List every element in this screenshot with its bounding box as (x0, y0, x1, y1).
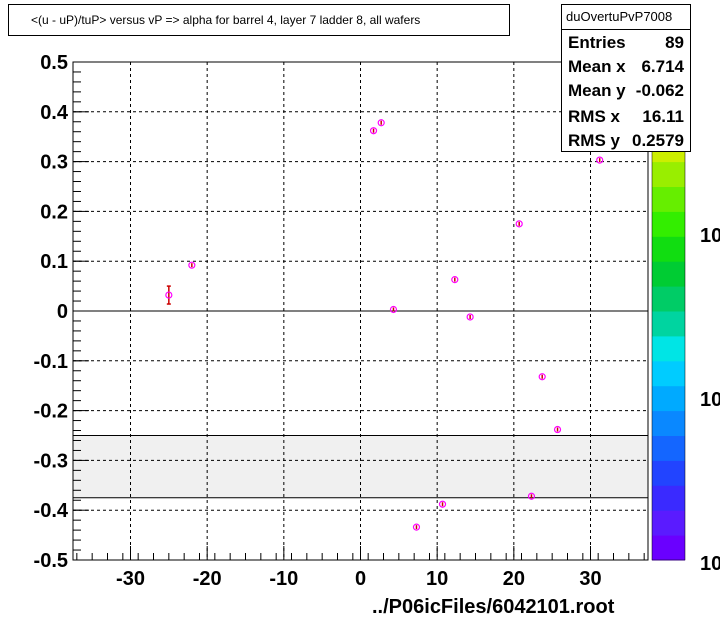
x-tick-label: 0 (355, 568, 366, 590)
y-tick-label: 0.4 (40, 102, 69, 124)
palette-segment (652, 286, 685, 312)
palette-label: 10 (700, 553, 720, 575)
data-point (466, 313, 474, 321)
data-point (527, 492, 536, 500)
y-tick-label: 0.3 (40, 152, 68, 174)
stats-label: RMS x (568, 107, 620, 126)
grid (73, 61, 648, 561)
y-tick-label: -0.1 (34, 351, 68, 373)
stats-label: Mean x (568, 57, 626, 76)
point-marker (188, 261, 196, 269)
palette-segment (652, 435, 685, 461)
stats-histogram-name: duOvertuPvP7008 (566, 9, 673, 24)
data-point (188, 261, 196, 269)
palette-segment (652, 360, 685, 387)
stats-label: Entries (568, 33, 626, 52)
stats-value: 16.11 (642, 107, 684, 126)
stats-row-rms-y: RMS y 0.2579 (568, 131, 684, 155)
stats-separator (562, 29, 690, 30)
data-point (412, 523, 421, 531)
point-marker (389, 305, 398, 314)
plot-title-box: <(u - uP)/tuP> versus vP => alpha for ba… (8, 4, 510, 36)
palette-segment (652, 460, 685, 486)
data-point (389, 305, 398, 314)
palette-segment (652, 535, 685, 561)
plot-title: <(u - uP)/tuP> versus vP => alpha for ba… (31, 13, 421, 27)
point-marker (538, 373, 546, 381)
palette-label: 10 (700, 225, 720, 247)
stats-row-rms-x: RMS x 16.11 (568, 107, 684, 131)
palette-segment (652, 161, 685, 187)
stats-row-entries: Entries 89 (568, 33, 684, 57)
data-point (538, 373, 546, 381)
stats-value: -0.062 (635, 81, 684, 100)
point-marker (451, 276, 459, 284)
stats-row-mean-x: Mean x 6.714 (568, 57, 684, 81)
data-point (596, 156, 604, 164)
data-points (165, 119, 604, 531)
data-point (451, 276, 459, 284)
y-tick-label: -0.4 (34, 500, 69, 522)
palette-segment (652, 311, 685, 337)
y-tick-label: -0.3 (34, 450, 68, 472)
y-tick-label: 0.2 (40, 201, 68, 223)
point-marker (466, 313, 474, 321)
palette-label: 10 (700, 389, 720, 411)
x-tick-label: -30 (116, 568, 145, 590)
x-tick-label: -10 (269, 568, 298, 590)
stats-box: duOvertuPvP7008 Entries 89 Mean x 6.714 … (561, 4, 691, 152)
stats-value: 89 (665, 33, 684, 52)
data-point (369, 127, 378, 135)
y-tick-label: 0.1 (40, 251, 68, 273)
palette-segment (652, 410, 685, 436)
point-marker (596, 156, 604, 164)
y-tick-label: 0.5 (40, 52, 68, 74)
data-point (165, 285, 173, 305)
source-file-label: ../P06icFiles/6042101.root (372, 596, 615, 618)
x-tick-label: 20 (503, 568, 525, 590)
data-point (438, 500, 447, 508)
point-marker (527, 492, 536, 500)
x-tick-label: 30 (579, 568, 601, 590)
data-point (515, 220, 523, 228)
palette-segment (652, 261, 685, 287)
data-point (377, 119, 385, 127)
point-marker (369, 127, 378, 135)
y-tick-label: 0 (57, 301, 68, 323)
palette-segment (652, 335, 685, 362)
x-tick-label: 10 (426, 568, 448, 590)
x-tick-label: -20 (193, 568, 222, 590)
palette-segment (652, 236, 685, 262)
point-marker (412, 523, 421, 531)
palette-segment (652, 510, 685, 536)
point-marker (515, 220, 523, 228)
point-marker (438, 500, 447, 508)
point-marker (553, 425, 562, 434)
tick-labels: -30 -20 -10 0 10 20 30 -0.5 -0.4 -0.3 -0.2 -0.1 0 0.1… (34, 52, 602, 590)
stats-value: 6.714 (641, 57, 684, 76)
axes (72, 61, 649, 561)
palette-segment (652, 485, 685, 511)
point-marker (377, 119, 385, 127)
stats-label: RMS y (568, 131, 620, 150)
palette-segment (652, 385, 685, 412)
stats-value: 0.2579 (632, 131, 684, 150)
palette-segment (652, 186, 685, 212)
palette-segment (652, 211, 685, 237)
y-tick-label: -0.2 (34, 401, 68, 423)
color-palette: 10 10 10 (651, 61, 720, 575)
stats-row-mean-y: Mean y -0.062 (568, 81, 684, 105)
y-tick-label: -0.5 (34, 550, 68, 572)
point-marker (165, 291, 173, 299)
stats-label: Mean y (568, 81, 626, 100)
data-point (553, 425, 562, 434)
